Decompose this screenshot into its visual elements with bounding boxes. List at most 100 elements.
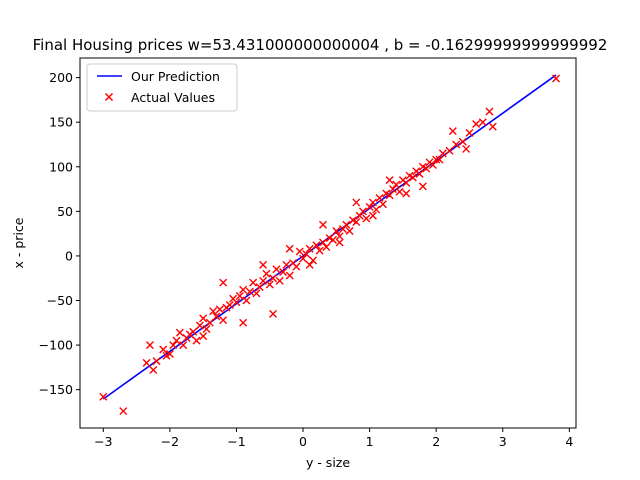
actual-value-point	[249, 278, 258, 287]
actual-value-point	[448, 127, 457, 136]
actual-value-point	[352, 198, 361, 207]
actual-value-point	[209, 307, 218, 316]
y-tick-label: −150	[39, 382, 73, 397]
actual-value-point	[285, 244, 294, 253]
actual-value-point	[322, 243, 331, 252]
actual-value-point	[485, 107, 494, 116]
actual-value-point	[219, 316, 228, 325]
actual-value-point	[362, 214, 371, 223]
actual-value-point	[275, 276, 284, 285]
actual-value-point	[119, 407, 128, 416]
actual-value-point	[319, 238, 328, 247]
actual-value-point	[292, 262, 301, 271]
actual-value-point	[285, 271, 294, 280]
actual-value-point	[262, 269, 271, 278]
actual-value-point	[259, 260, 268, 269]
x-tick-label: 1	[366, 434, 374, 449]
legend-label-actual: Actual Values	[131, 90, 215, 105]
actual-value-point	[435, 155, 444, 164]
actual-value-point	[199, 332, 208, 341]
actual-value-point	[378, 200, 387, 209]
actual-value-point	[142, 358, 151, 367]
actual-value-point	[302, 250, 311, 259]
actual-value-point	[488, 122, 497, 131]
y-tick-label: 100	[49, 159, 73, 174]
actual-value-point	[332, 226, 341, 235]
actual-value-point	[205, 318, 214, 327]
actual-value-point	[255, 283, 264, 292]
x-tick-label: 2	[432, 434, 440, 449]
actual-value-point	[335, 238, 344, 247]
actual-value-point	[305, 244, 314, 253]
actual-value-point	[202, 325, 211, 334]
actual-value-point	[472, 119, 481, 128]
actual-value-point	[239, 285, 248, 294]
actual-value-point	[335, 232, 344, 241]
actual-value-point	[199, 314, 208, 323]
x-axis-label: y - size	[306, 455, 350, 470]
actual-value-point	[232, 298, 241, 307]
actual-value-point	[368, 211, 377, 220]
actual-value-point	[295, 247, 304, 256]
actual-value-point	[552, 74, 561, 83]
actual-value-point	[375, 193, 384, 202]
actual-value-point	[305, 260, 314, 269]
actual-value-point	[215, 305, 224, 314]
actual-value-point	[342, 220, 351, 229]
actual-value-point	[162, 351, 171, 360]
actual-value-point	[452, 140, 461, 149]
actual-value-point	[402, 178, 411, 187]
plot-frame	[79, 57, 577, 429]
actual-value-point	[319, 220, 328, 229]
chart-title: Final Housing prices w=53.43100000000000…	[33, 36, 608, 54]
actual-value-point	[465, 128, 474, 137]
actual-value-point	[149, 366, 158, 375]
y-tick-label: 150	[49, 115, 73, 130]
actual-value-point	[438, 149, 447, 158]
y-tick-label: 0	[65, 248, 73, 263]
legend-box	[86, 63, 238, 112]
actual-value-point	[432, 155, 441, 164]
actual-value-point	[152, 357, 161, 366]
y-tick-label: −100	[39, 338, 73, 353]
actual-value-point	[462, 144, 471, 153]
plot-area	[99, 74, 561, 416]
actual-value-point	[372, 205, 381, 214]
actual-value-point	[395, 187, 404, 196]
legend-x-marker-icon	[104, 92, 114, 102]
actual-value-point	[195, 321, 204, 330]
actual-value-point	[175, 328, 184, 337]
actual-value-point	[279, 267, 288, 276]
actual-value-point	[259, 276, 268, 285]
actual-value-point	[458, 137, 467, 146]
actual-value-point	[385, 176, 394, 185]
legend-label-prediction: Our Prediction	[131, 69, 220, 84]
actual-value-point	[345, 226, 354, 235]
actual-value-point	[99, 392, 108, 401]
actual-value-point	[368, 198, 377, 207]
actual-value-point	[242, 296, 251, 305]
actual-value-point	[338, 225, 347, 234]
actual-value-point	[422, 164, 431, 173]
actual-value-point	[282, 260, 291, 269]
actual-value-point	[358, 207, 367, 216]
actual-value-point	[252, 289, 261, 298]
actual-value-point	[328, 235, 337, 244]
actual-value-point	[179, 341, 188, 350]
actual-value-point	[418, 182, 427, 191]
actual-value-point	[219, 278, 228, 287]
x-tick-label: 0	[299, 434, 307, 449]
x-tick-label: −3	[94, 434, 112, 449]
actual-value-point	[145, 341, 154, 350]
actual-value-point	[239, 318, 248, 327]
actual-value-point	[402, 189, 411, 198]
actual-value-point	[309, 256, 318, 265]
actual-value-point	[265, 280, 274, 289]
y-axis: −150 −100 −50 0 50 100 150 200	[39, 70, 80, 397]
actual-value-point	[355, 211, 364, 220]
y-tick-label: 200	[49, 70, 73, 85]
actual-value-point	[478, 118, 487, 127]
actual-value-point	[315, 246, 324, 255]
y-axis-label: x - price	[11, 217, 26, 268]
actual-value-point	[235, 292, 244, 301]
